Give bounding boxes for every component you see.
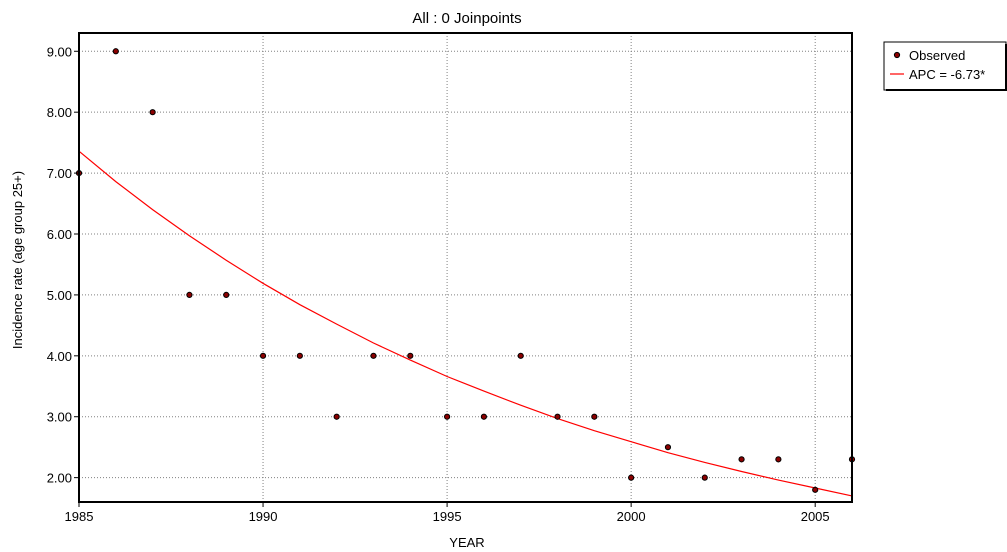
observed-point xyxy=(591,413,598,420)
observed-point xyxy=(812,486,819,493)
observed-points xyxy=(75,48,856,493)
observed-point xyxy=(775,456,782,463)
y-tick-label: 3.00 xyxy=(47,410,72,425)
observed-point xyxy=(480,413,488,420)
observed-point xyxy=(701,474,708,481)
legend-box xyxy=(883,41,1007,91)
observed-point xyxy=(296,352,303,359)
y-tick-label: 2.00 xyxy=(47,471,72,486)
x-tick-label: 2005 xyxy=(801,509,830,524)
chart-title: All : 0 Joinpoints xyxy=(412,10,521,27)
legend-observed-label: Observed xyxy=(909,48,965,63)
apc-fit-line xyxy=(78,150,853,497)
observed-point xyxy=(259,352,267,359)
y-tick-label: 9.00 xyxy=(47,44,72,59)
observed-point xyxy=(149,109,156,116)
observed-point xyxy=(186,291,193,299)
x-tick-label: 2000 xyxy=(617,509,646,524)
observed-point xyxy=(554,413,561,420)
x-tick-label: 1995 xyxy=(433,509,462,524)
y-tick-label: 8.00 xyxy=(47,105,72,120)
y-axis-label: Incidence rate (age group 25+) xyxy=(10,171,25,349)
y-tick-label: 6.00 xyxy=(47,227,72,242)
observed-point xyxy=(628,474,635,481)
x-axis-label: YEAR xyxy=(449,535,484,550)
x-tick-label: 1985 xyxy=(65,509,94,524)
y-tick-label: 5.00 xyxy=(47,288,72,303)
y-tick-label: 7.00 xyxy=(47,166,72,181)
fit-line xyxy=(78,150,853,497)
observed-point xyxy=(370,352,377,359)
y-tick-label: 4.00 xyxy=(47,349,72,364)
observed-point xyxy=(517,352,524,359)
y-axis-ticks: 2.00 3.00 4.00 5.00 6.00 7.00 8.00 9.00 xyxy=(47,44,79,486)
grid xyxy=(79,33,852,502)
observed-point xyxy=(407,352,414,359)
legend: Observed APC = -6.73* xyxy=(883,41,1007,91)
observed-point xyxy=(443,413,451,420)
legend-observed-marker xyxy=(893,51,901,59)
observed-point xyxy=(664,444,672,451)
observed-point xyxy=(112,48,119,55)
observed-point xyxy=(223,291,230,299)
plot-frame xyxy=(78,32,853,503)
observed-point xyxy=(738,456,745,463)
observed-point xyxy=(333,413,340,420)
x-axis-ticks: 1985 1990 1995 2000 2005 xyxy=(65,502,830,524)
x-tick-label: 1990 xyxy=(249,509,278,524)
legend-apc-label: APC = -6.73* xyxy=(909,67,985,82)
